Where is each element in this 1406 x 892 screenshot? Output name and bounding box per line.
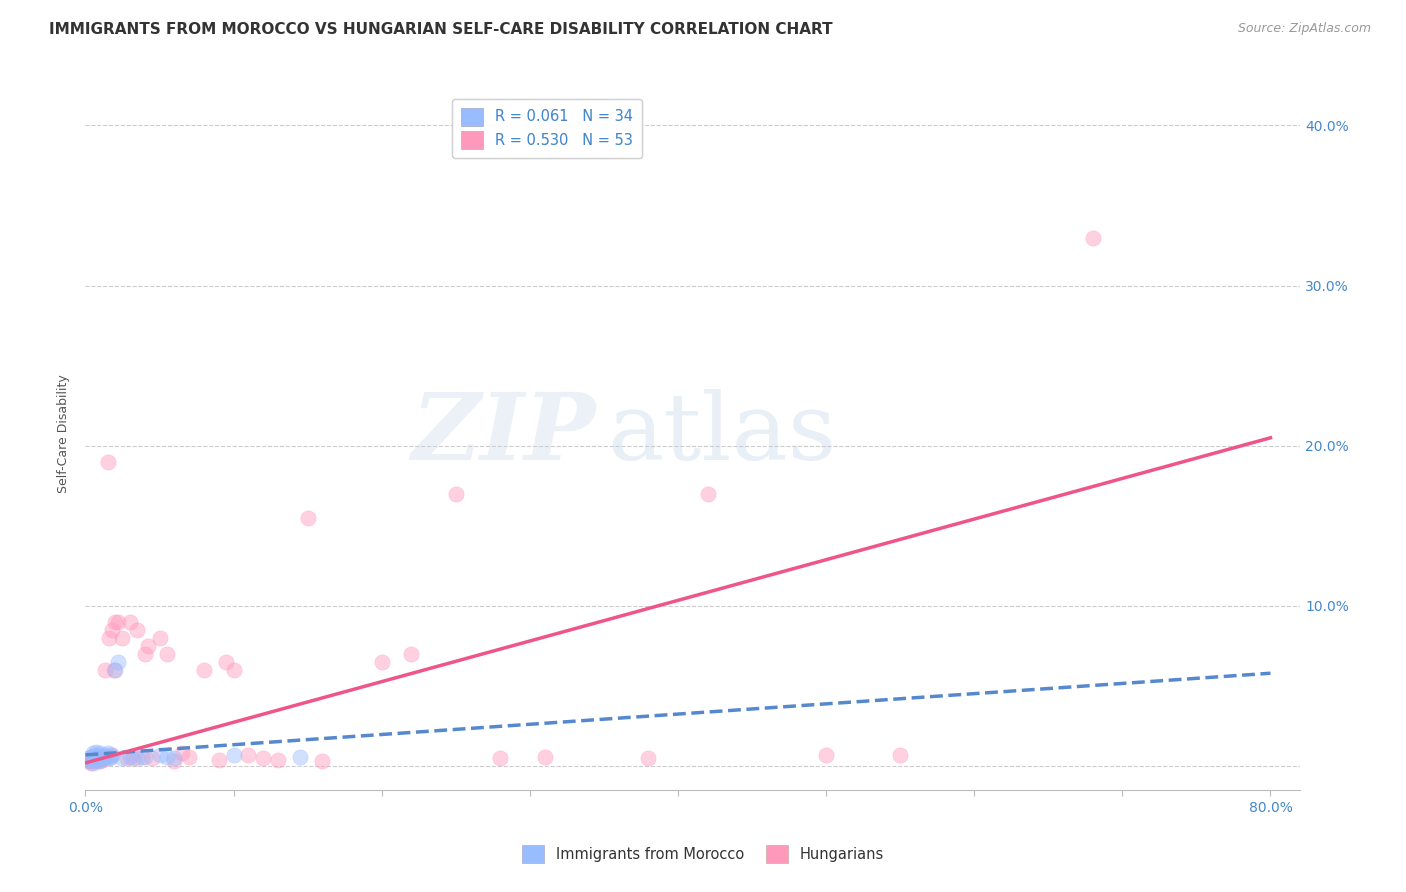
Point (82, 756, 104, 770)
Point (96, 751, 118, 765)
Y-axis label: Self-Care Disability: Self-Care Disability (58, 375, 70, 493)
Point (89, 754, 111, 768)
Text: Source: ZipAtlas.com: Source: ZipAtlas.com (1237, 22, 1371, 36)
Point (118, 749, 141, 764)
Point (93, 663, 115, 677)
Point (103, 663, 125, 677)
Point (131, 749, 153, 764)
Point (115, 751, 138, 765)
Point (77, 754, 100, 768)
Legend: Immigrants from Morocco, Hungarians: Immigrants from Morocco, Hungarians (516, 839, 890, 869)
Point (370, 655, 392, 669)
Point (297, 511, 319, 525)
Point (163, 754, 186, 768)
Legend: R = 0.061   N = 34, R = 0.530   N = 53: R = 0.061 N = 34, R = 0.530 N = 53 (453, 99, 641, 158)
Point (100, 747, 122, 762)
Point (82, 747, 104, 761)
Point (134, 749, 156, 764)
Point (86, 749, 108, 764)
Point (87, 747, 110, 762)
Point (222, 663, 245, 677)
Point (91, 751, 114, 765)
Point (889, 747, 911, 762)
Point (179, 749, 201, 764)
Point (170, 747, 193, 761)
Point (208, 753, 231, 767)
Text: ZIP: ZIP (412, 389, 596, 479)
Point (101, 623, 124, 637)
Point (107, 655, 129, 669)
Point (100, 749, 122, 764)
Point (127, 623, 149, 637)
Point (156, 749, 179, 764)
Point (87, 751, 110, 765)
Point (97, 455, 120, 469)
Text: atlas: atlas (607, 389, 837, 479)
Point (98, 751, 121, 765)
Point (80, 749, 103, 764)
Point (215, 655, 238, 669)
Point (89, 747, 111, 761)
Point (87, 754, 110, 768)
Point (444, 487, 467, 501)
Point (98, 631, 121, 645)
Point (84, 751, 107, 765)
Point (222, 747, 245, 762)
Point (815, 747, 838, 762)
Point (89, 751, 111, 765)
Point (107, 615, 129, 629)
Point (267, 753, 290, 767)
Point (1081, 230, 1104, 244)
Point (86, 753, 108, 767)
Point (127, 751, 149, 765)
Point (533, 749, 555, 764)
Point (82, 751, 104, 765)
Point (79, 754, 101, 768)
Point (104, 615, 127, 629)
Point (93, 747, 115, 762)
Point (84, 745, 107, 759)
Point (121, 751, 143, 765)
Point (134, 647, 156, 661)
Point (86, 753, 108, 767)
Point (77, 751, 100, 765)
Point (83, 753, 105, 767)
Point (252, 751, 274, 765)
Point (401, 647, 423, 661)
Point (156, 647, 179, 661)
Point (80, 756, 103, 770)
Point (96, 749, 118, 764)
Point (104, 663, 127, 677)
Point (637, 751, 659, 765)
Point (118, 615, 141, 629)
Point (84, 749, 107, 764)
Point (83, 747, 105, 762)
Point (79, 753, 101, 767)
Point (696, 487, 718, 501)
Point (97, 747, 120, 761)
Point (101, 747, 124, 762)
Point (90, 753, 112, 767)
Point (290, 749, 312, 764)
Point (193, 663, 215, 677)
Point (489, 751, 512, 765)
Point (136, 639, 159, 653)
Point (91, 749, 114, 764)
Point (238, 747, 260, 762)
Point (141, 751, 163, 765)
Point (148, 631, 170, 645)
Point (90, 749, 112, 764)
Point (111, 631, 134, 645)
Text: IMMIGRANTS FROM MOROCCO VS HUNGARIAN SELF-CARE DISABILITY CORRELATION CHART: IMMIGRANTS FROM MOROCCO VS HUNGARIAN SEL… (49, 22, 832, 37)
Point (163, 751, 186, 765)
Point (311, 754, 333, 768)
Point (148, 747, 170, 762)
Point (111, 751, 134, 765)
Point (83, 754, 105, 768)
